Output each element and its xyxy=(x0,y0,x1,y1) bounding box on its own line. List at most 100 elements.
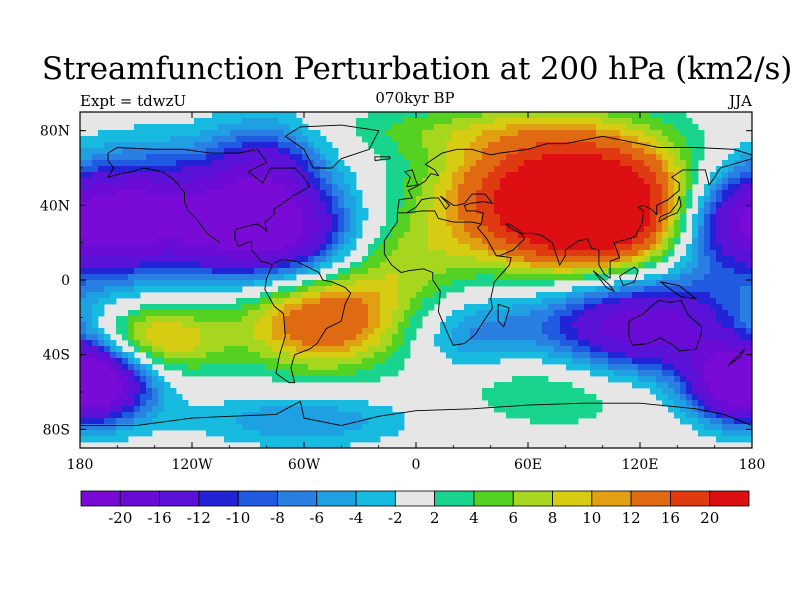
field-cell xyxy=(644,352,651,359)
field-cell xyxy=(722,418,729,425)
field-cell xyxy=(602,238,609,245)
field-cell xyxy=(272,364,279,371)
field-cell xyxy=(200,250,207,257)
field-cell xyxy=(728,238,735,245)
field-cell xyxy=(590,214,597,221)
field-cell xyxy=(326,244,333,251)
field-cell xyxy=(650,334,657,341)
field-cell xyxy=(518,280,525,287)
field-cell xyxy=(158,154,165,161)
field-cell xyxy=(380,142,387,149)
field-cell xyxy=(548,400,555,407)
field-cell xyxy=(98,256,105,263)
field-cell xyxy=(638,382,645,389)
field-cell xyxy=(152,124,159,131)
field-cell xyxy=(458,346,465,353)
field-cell xyxy=(650,358,657,365)
field-cell xyxy=(176,340,183,347)
field-cell xyxy=(452,226,459,233)
field-cell xyxy=(386,286,393,293)
field-cell xyxy=(356,352,363,359)
field-cell xyxy=(422,190,429,197)
field-cell xyxy=(260,232,267,239)
field-cell xyxy=(668,340,675,347)
field-cell xyxy=(266,136,273,143)
field-cell xyxy=(506,328,513,335)
field-cell xyxy=(116,328,123,335)
field-cell xyxy=(698,304,705,311)
field-cell xyxy=(374,322,381,329)
field-cell xyxy=(674,268,681,275)
field-cell xyxy=(230,184,237,191)
field-cell xyxy=(602,196,609,203)
field-cell xyxy=(356,292,363,299)
field-cell xyxy=(602,142,609,149)
field-cell xyxy=(392,202,399,209)
field-cell xyxy=(662,220,669,227)
field-cell xyxy=(536,130,543,137)
field-cell xyxy=(470,280,477,287)
field-cell xyxy=(518,334,525,341)
field-cell xyxy=(452,340,459,347)
field-cell xyxy=(86,316,93,323)
field-cell xyxy=(284,160,291,167)
field-cell xyxy=(524,412,531,419)
field-cell xyxy=(626,298,633,305)
field-cell xyxy=(320,208,327,215)
field-cell xyxy=(128,316,135,323)
field-cell xyxy=(524,184,531,191)
field-cell xyxy=(134,160,141,167)
field-cell xyxy=(134,346,141,353)
field-cell xyxy=(128,274,135,281)
field-cell xyxy=(506,346,513,353)
field-cell xyxy=(170,352,177,359)
field-cell xyxy=(200,118,207,125)
field-cell xyxy=(488,166,495,173)
field-cell xyxy=(560,220,567,227)
field-cell xyxy=(380,256,387,263)
field-cell xyxy=(692,178,699,185)
field-cell xyxy=(122,172,129,179)
field-cell xyxy=(212,148,219,155)
field-cell xyxy=(608,328,615,335)
field-cell xyxy=(482,136,489,143)
field-cell xyxy=(278,208,285,215)
field-cell xyxy=(254,316,261,323)
field-cell xyxy=(392,268,399,275)
field-cell xyxy=(530,400,537,407)
field-cell xyxy=(446,118,453,125)
field-cell xyxy=(740,340,747,347)
field-cell xyxy=(722,352,729,359)
field-cell xyxy=(428,178,435,185)
field-cell xyxy=(698,142,705,149)
field-cell xyxy=(356,226,363,233)
field-cell xyxy=(686,412,693,419)
field-cell xyxy=(170,388,177,395)
field-cell xyxy=(578,358,585,365)
field-cell xyxy=(86,274,93,281)
field-cell xyxy=(314,256,321,263)
field-cell xyxy=(212,166,219,173)
field-cell xyxy=(200,196,207,203)
field-cell xyxy=(266,208,273,215)
field-cell xyxy=(206,328,213,335)
field-cell xyxy=(344,304,351,311)
field-cell xyxy=(242,244,249,251)
field-cell xyxy=(710,214,717,221)
field-cell xyxy=(368,316,375,323)
field-cell xyxy=(482,112,489,119)
field-cell xyxy=(326,250,333,257)
field-cell xyxy=(116,184,123,191)
field-cell xyxy=(278,238,285,245)
field-cell xyxy=(188,136,195,143)
field-cell xyxy=(344,172,351,179)
field-cell xyxy=(272,358,279,365)
field-cell xyxy=(380,232,387,239)
field-cell xyxy=(200,262,207,269)
field-cell xyxy=(746,340,752,347)
field-cell xyxy=(656,154,663,161)
field-cell xyxy=(734,340,741,347)
field-cell xyxy=(494,322,501,329)
field-cell xyxy=(176,280,183,287)
field-cell xyxy=(620,328,627,335)
